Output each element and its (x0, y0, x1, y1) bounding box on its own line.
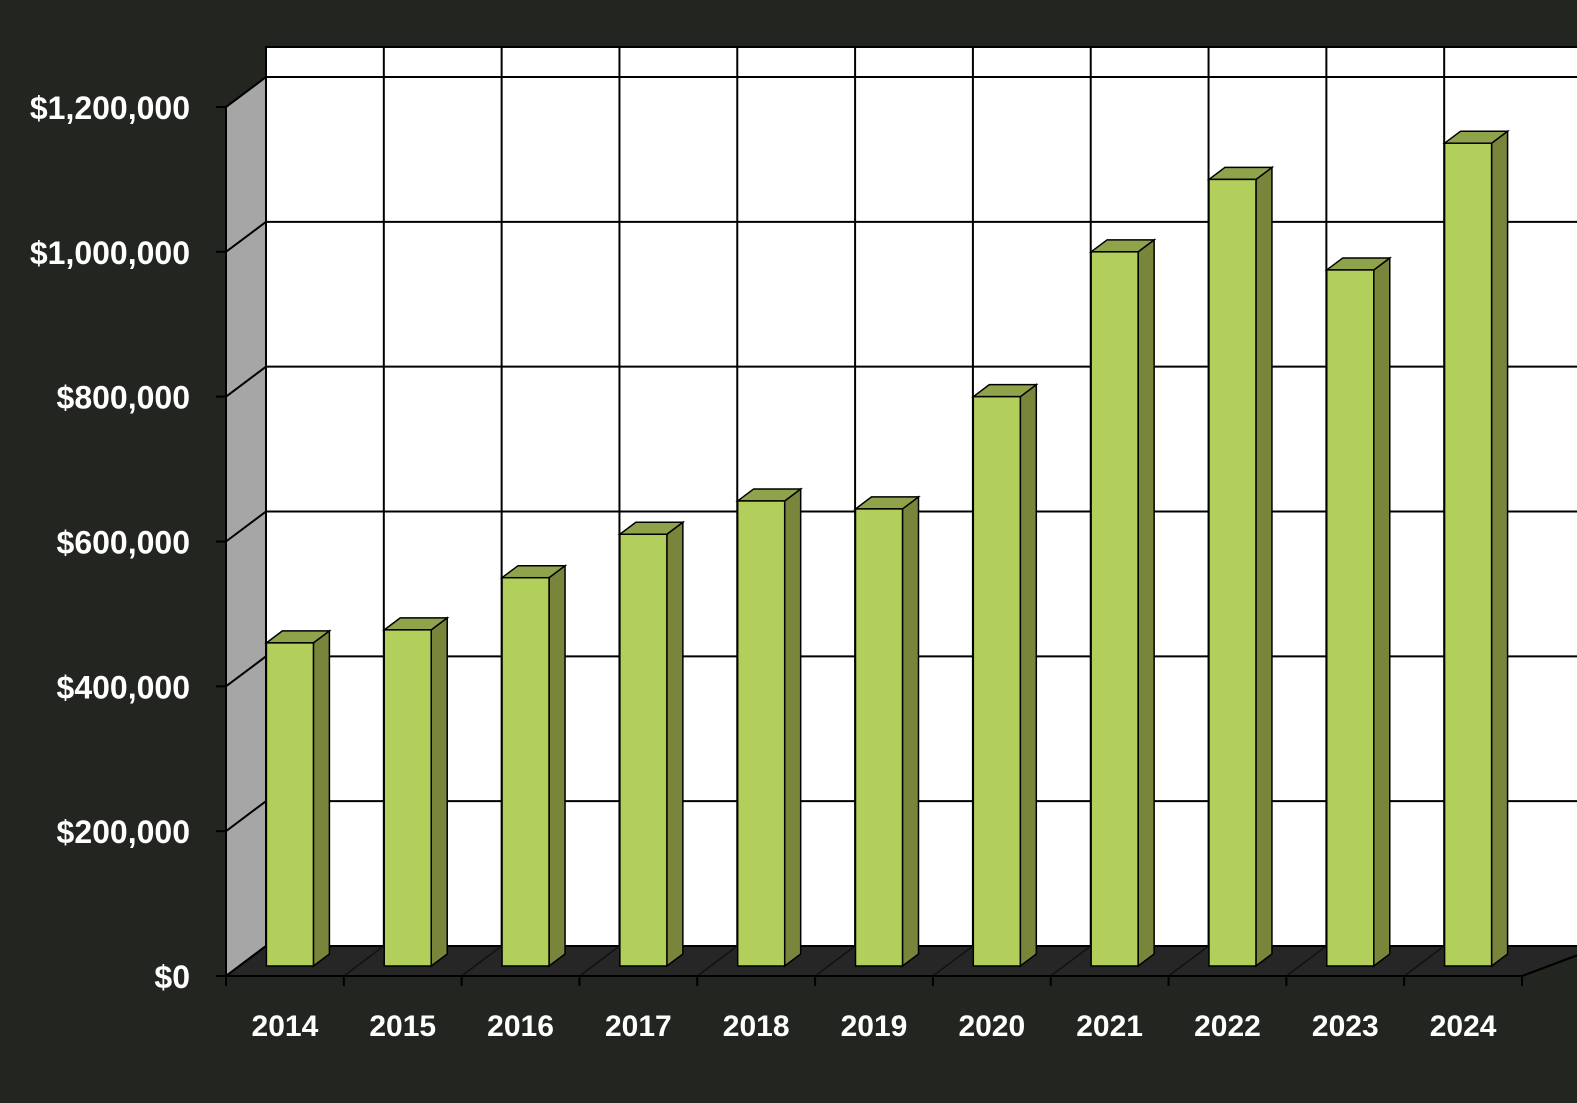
floor-line (343, 945, 385, 977)
bar-side (548, 564, 566, 968)
bar-front (265, 642, 315, 967)
bar-2014 (264, 629, 332, 968)
bar-front (619, 533, 668, 967)
x-tick-label: 2016 (487, 1010, 554, 1043)
x-tick-label: 2018 (723, 1010, 790, 1043)
floor-line (696, 945, 738, 977)
y-tick-label: $0 (154, 959, 190, 995)
floor-line (932, 945, 974, 977)
x-tick-label: 2015 (369, 1010, 436, 1043)
bar-side (430, 616, 448, 968)
bar-front (854, 508, 904, 967)
bar-side (1373, 256, 1391, 968)
bar-2016 (499, 564, 568, 968)
x-tick-label: 2022 (1194, 1010, 1261, 1043)
bar-front (1326, 269, 1375, 967)
bar-side (1490, 129, 1509, 968)
y-tick-labels: $0 $200,000 $400,000 $600,000 $800,000 $1,000… (30, 90, 190, 995)
x-tick-label: 2023 (1312, 1010, 1379, 1043)
y-tick-label: $1,200,000 (30, 90, 190, 126)
x-tick-labels: 2014 2015 2016 2017 2018 2019 2020 2021 2022 2023… (252, 1010, 1497, 1043)
bar-2019 (853, 495, 921, 968)
floor-line (461, 945, 503, 977)
x-tick-label: 2021 (1076, 1010, 1143, 1043)
x-tick-label: 2019 (841, 1010, 908, 1043)
floor-line (814, 945, 856, 977)
bar-side (783, 487, 802, 968)
floor-line (1285, 945, 1327, 977)
bar-front (1208, 178, 1257, 967)
x-tick-label: 2020 (958, 1010, 1025, 1043)
floor-line (579, 945, 620, 977)
x-tick-label: 2014 (252, 1010, 319, 1043)
bar-2018 (735, 487, 803, 968)
floor-line (1168, 945, 1209, 977)
bar-front (1443, 142, 1493, 967)
bar-front (972, 395, 1022, 967)
gridline-side (225, 800, 267, 832)
bar-2015 (381, 616, 450, 968)
y-tick-label: $600,000 (57, 525, 190, 561)
gridline-side (225, 655, 267, 688)
bar-2024 (1442, 129, 1510, 968)
bar-2020 (971, 383, 1039, 968)
bars (264, 129, 1510, 968)
gridline-side (225, 221, 267, 253)
bar-side (666, 520, 684, 968)
bar-side (901, 495, 920, 968)
gridline-side (225, 365, 267, 398)
bar-2017 (617, 520, 686, 968)
y-tick-label: $400,000 (57, 669, 190, 705)
bar-side (1137, 238, 1155, 968)
y-tick-label: $800,000 (57, 380, 190, 416)
bar-front (383, 629, 432, 967)
gridline-side (225, 510, 267, 543)
bar-2022 (1206, 165, 1275, 968)
bar-front (1090, 251, 1139, 967)
y-tick-label: $1,000,000 (30, 235, 190, 271)
y-tick-label: $200,000 (57, 814, 190, 850)
bar-front (501, 576, 550, 967)
bar-side (1255, 165, 1273, 968)
gridline-side (225, 945, 267, 977)
x-tick-label: 2017 (605, 1010, 672, 1043)
axes (216, 106, 1523, 986)
bar-side (312, 629, 331, 968)
bar-2023 (1324, 256, 1393, 968)
bar-2021 (1088, 238, 1157, 968)
floor-line (1050, 945, 1092, 977)
gridline-side (225, 76, 267, 108)
bar-front (736, 500, 786, 967)
x-tick-label: 2024 (1430, 1010, 1497, 1043)
floor-line (1403, 945, 1445, 977)
bar-side (1019, 383, 1038, 968)
